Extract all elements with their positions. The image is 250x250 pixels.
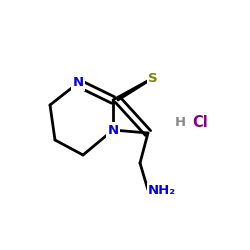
Text: NH₂: NH₂ <box>148 184 176 196</box>
Text: S: S <box>148 72 158 85</box>
Text: H: H <box>174 116 186 129</box>
Text: Cl: Cl <box>192 115 208 130</box>
Text: N: N <box>72 76 84 90</box>
Text: N: N <box>108 124 118 136</box>
